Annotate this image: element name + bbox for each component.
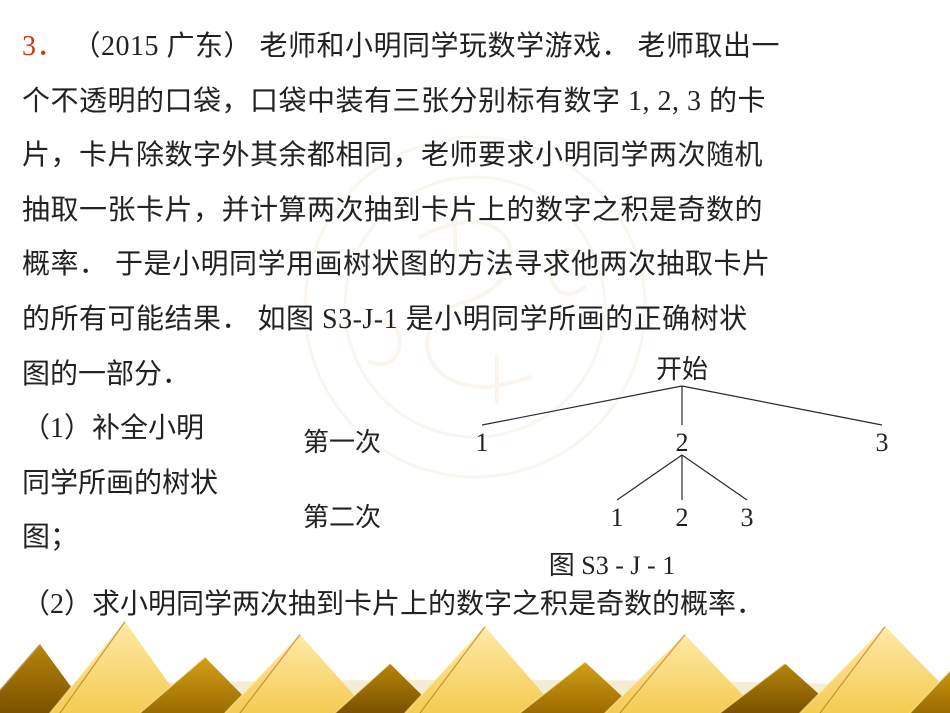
svg-text:3: 3	[876, 428, 889, 457]
body-line-5: 的所有可能结果． 如图 S3-J-1 是小明同学所画的正确树状	[22, 304, 748, 335]
question-body: 3． （2015 广东） 老师和小明同学玩数学游戏． 老师取出一 个不透明的口袋…	[22, 20, 928, 348]
svg-text:2: 2	[676, 503, 689, 532]
question-number: 3．	[22, 31, 65, 62]
tree-diagram: 开始第一次第二次 1 2 3 1 2 3	[282, 348, 942, 538]
body-wrap-left: 图的一部分．	[22, 359, 190, 390]
body-line-3: 抽取一张卡片，并计算两次抽到卡片上的数字之积是奇数的	[22, 195, 763, 226]
question-left-wrap: 图的一部分． （1）补全小明 同学所画的树状 图；	[22, 348, 272, 566]
svg-text:1: 1	[611, 503, 624, 532]
question-source: （2015 广东）	[73, 31, 253, 62]
svg-text:第二次: 第二次	[303, 503, 381, 532]
body-line-1: 个不透明的口袋，口袋中装有三张分别标有数字 1, 2, 3 的卡	[22, 86, 766, 117]
question-content: 3． （2015 广东） 老师和小明同学玩数学游戏． 老师取出一 个不透明的口袋…	[22, 20, 928, 632]
tree-diagram-container: 开始第一次第二次 1 2 3 1 2 3 图 S3 - J - 1	[272, 348, 942, 582]
body-line-2: 片，卡片除数字外其余都相同，老师要求小明同学两次随机	[22, 140, 763, 171]
body-line-4: 概率． 于是小明同学用画树状图的方法寻求他两次抽取卡片	[22, 249, 771, 280]
svg-text:开始: 开始	[656, 355, 708, 384]
svg-text:3: 3	[741, 503, 754, 532]
svg-text:第一次: 第一次	[303, 428, 381, 457]
figure-caption: 图 S3 - J - 1	[282, 545, 942, 582]
svg-text:1: 1	[476, 428, 489, 457]
sub-question-1-line-2: 同学所画的树状	[22, 468, 218, 499]
sub-question-2: （2）求小明同学两次抽到卡片上的数字之积是奇数的概率．	[22, 578, 928, 633]
sub-question-1-line-1: （1）补全小明	[22, 413, 204, 444]
body-line-0: 老师和小明同学玩数学游戏． 老师取出一	[260, 31, 781, 62]
sub-question-1-line-3: 图；	[22, 522, 78, 553]
svg-text:2: 2	[676, 428, 689, 457]
